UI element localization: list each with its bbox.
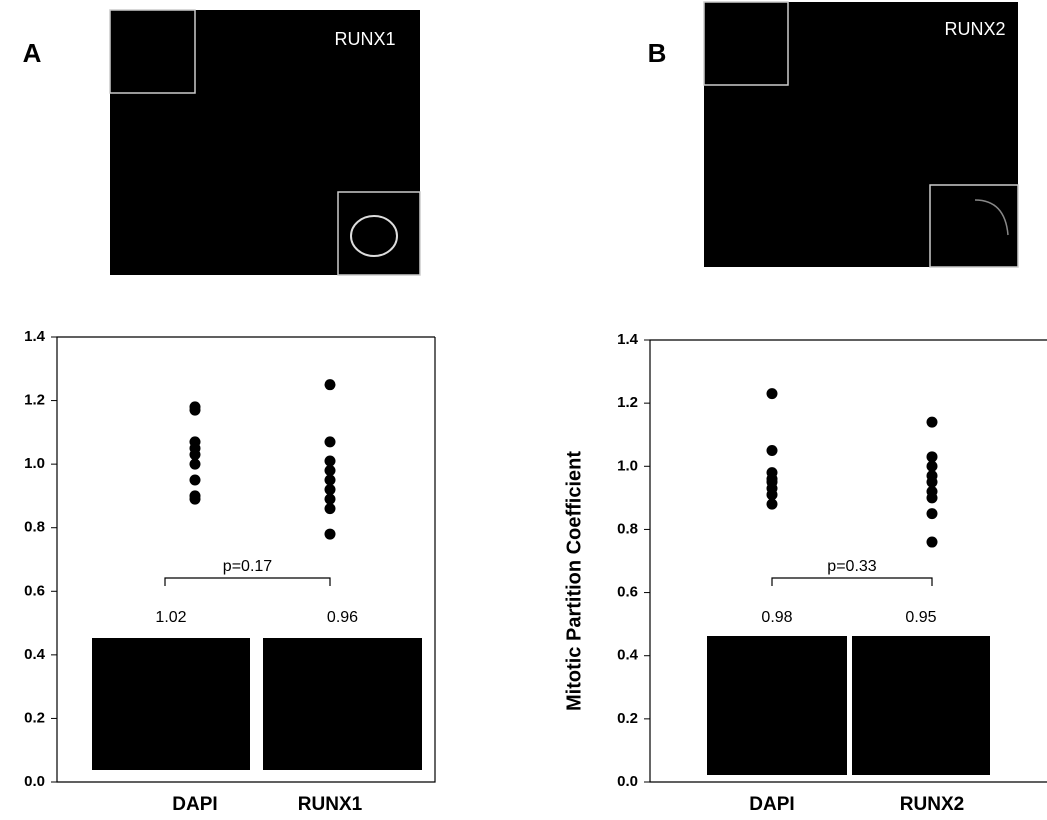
y-tick-label: 0.6 <box>617 584 638 601</box>
masked-box <box>707 636 847 775</box>
y-tick-label: 0.6 <box>24 582 45 599</box>
masked-box <box>852 636 990 775</box>
y-tick-label: 0.2 <box>617 710 638 727</box>
data-point <box>927 461 938 472</box>
data-point <box>927 508 938 519</box>
bracket <box>772 578 932 586</box>
y-tick-label: 0.0 <box>24 773 45 790</box>
data-point <box>190 405 201 416</box>
p-value: p=0.33 <box>827 558 876 575</box>
mean-label: 0.96 <box>327 609 358 626</box>
data-point <box>927 477 938 488</box>
x-tick-label: RUNX1 <box>298 794 363 815</box>
data-point <box>927 492 938 503</box>
micrograph <box>110 10 420 275</box>
x-tick-label: DAPI <box>749 794 794 815</box>
data-point <box>325 465 336 476</box>
data-point <box>927 417 938 428</box>
y-tick-label: 1.0 <box>24 455 45 472</box>
masked-box <box>92 638 250 770</box>
data-point <box>325 494 336 505</box>
data-point <box>325 436 336 447</box>
data-point <box>767 388 778 399</box>
y-tick-label: 1.0 <box>617 457 638 474</box>
x-tick-label: DAPI <box>172 794 217 815</box>
data-point <box>325 455 336 466</box>
y-tick-label: 0.8 <box>617 520 638 537</box>
data-point <box>767 499 778 510</box>
y-tick-label: 1.4 <box>24 328 46 345</box>
y-tick-label: 0.0 <box>617 773 638 790</box>
image-label: RUNX2 <box>944 19 1005 39</box>
data-point <box>325 379 336 390</box>
panel-label: B <box>648 38 667 68</box>
mean-label: 0.98 <box>761 609 792 626</box>
bracket <box>165 578 330 586</box>
data-point <box>767 445 778 456</box>
mean-label: 0.95 <box>905 609 936 626</box>
masked-box <box>263 638 422 770</box>
y-tick-label: 0.4 <box>617 647 639 664</box>
p-value: p=0.17 <box>223 558 272 575</box>
data-point <box>927 451 938 462</box>
x-tick-label: RUNX2 <box>900 794 964 815</box>
y-tick-label: 0.8 <box>24 519 45 536</box>
data-point <box>767 489 778 500</box>
y-tick-label: 0.4 <box>24 646 46 663</box>
panel-label: A <box>23 38 42 68</box>
data-point <box>325 503 336 514</box>
data-point <box>927 537 938 548</box>
data-point <box>190 459 201 470</box>
data-point <box>190 449 201 460</box>
y-tick-label: 1.2 <box>24 392 45 409</box>
data-point <box>190 475 201 486</box>
data-point <box>190 494 201 505</box>
mean-label: 1.02 <box>155 609 186 626</box>
data-point <box>325 484 336 495</box>
y-axis-label: Mitotic Partition Coefficient <box>563 451 585 711</box>
image-label: RUNX1 <box>334 29 395 49</box>
figure: A B RUNX1 RUNX2 0.0 0.2 0.4 0.6 0.8 1.0 1.2 1.4… <box>0 0 1047 820</box>
y-tick-label: 1.2 <box>617 394 638 411</box>
y-tick-label: 0.2 <box>24 709 45 726</box>
y-tick-label: 1.4 <box>617 331 639 348</box>
data-point <box>325 475 336 486</box>
data-point <box>325 529 336 540</box>
micrograph <box>704 2 1018 267</box>
